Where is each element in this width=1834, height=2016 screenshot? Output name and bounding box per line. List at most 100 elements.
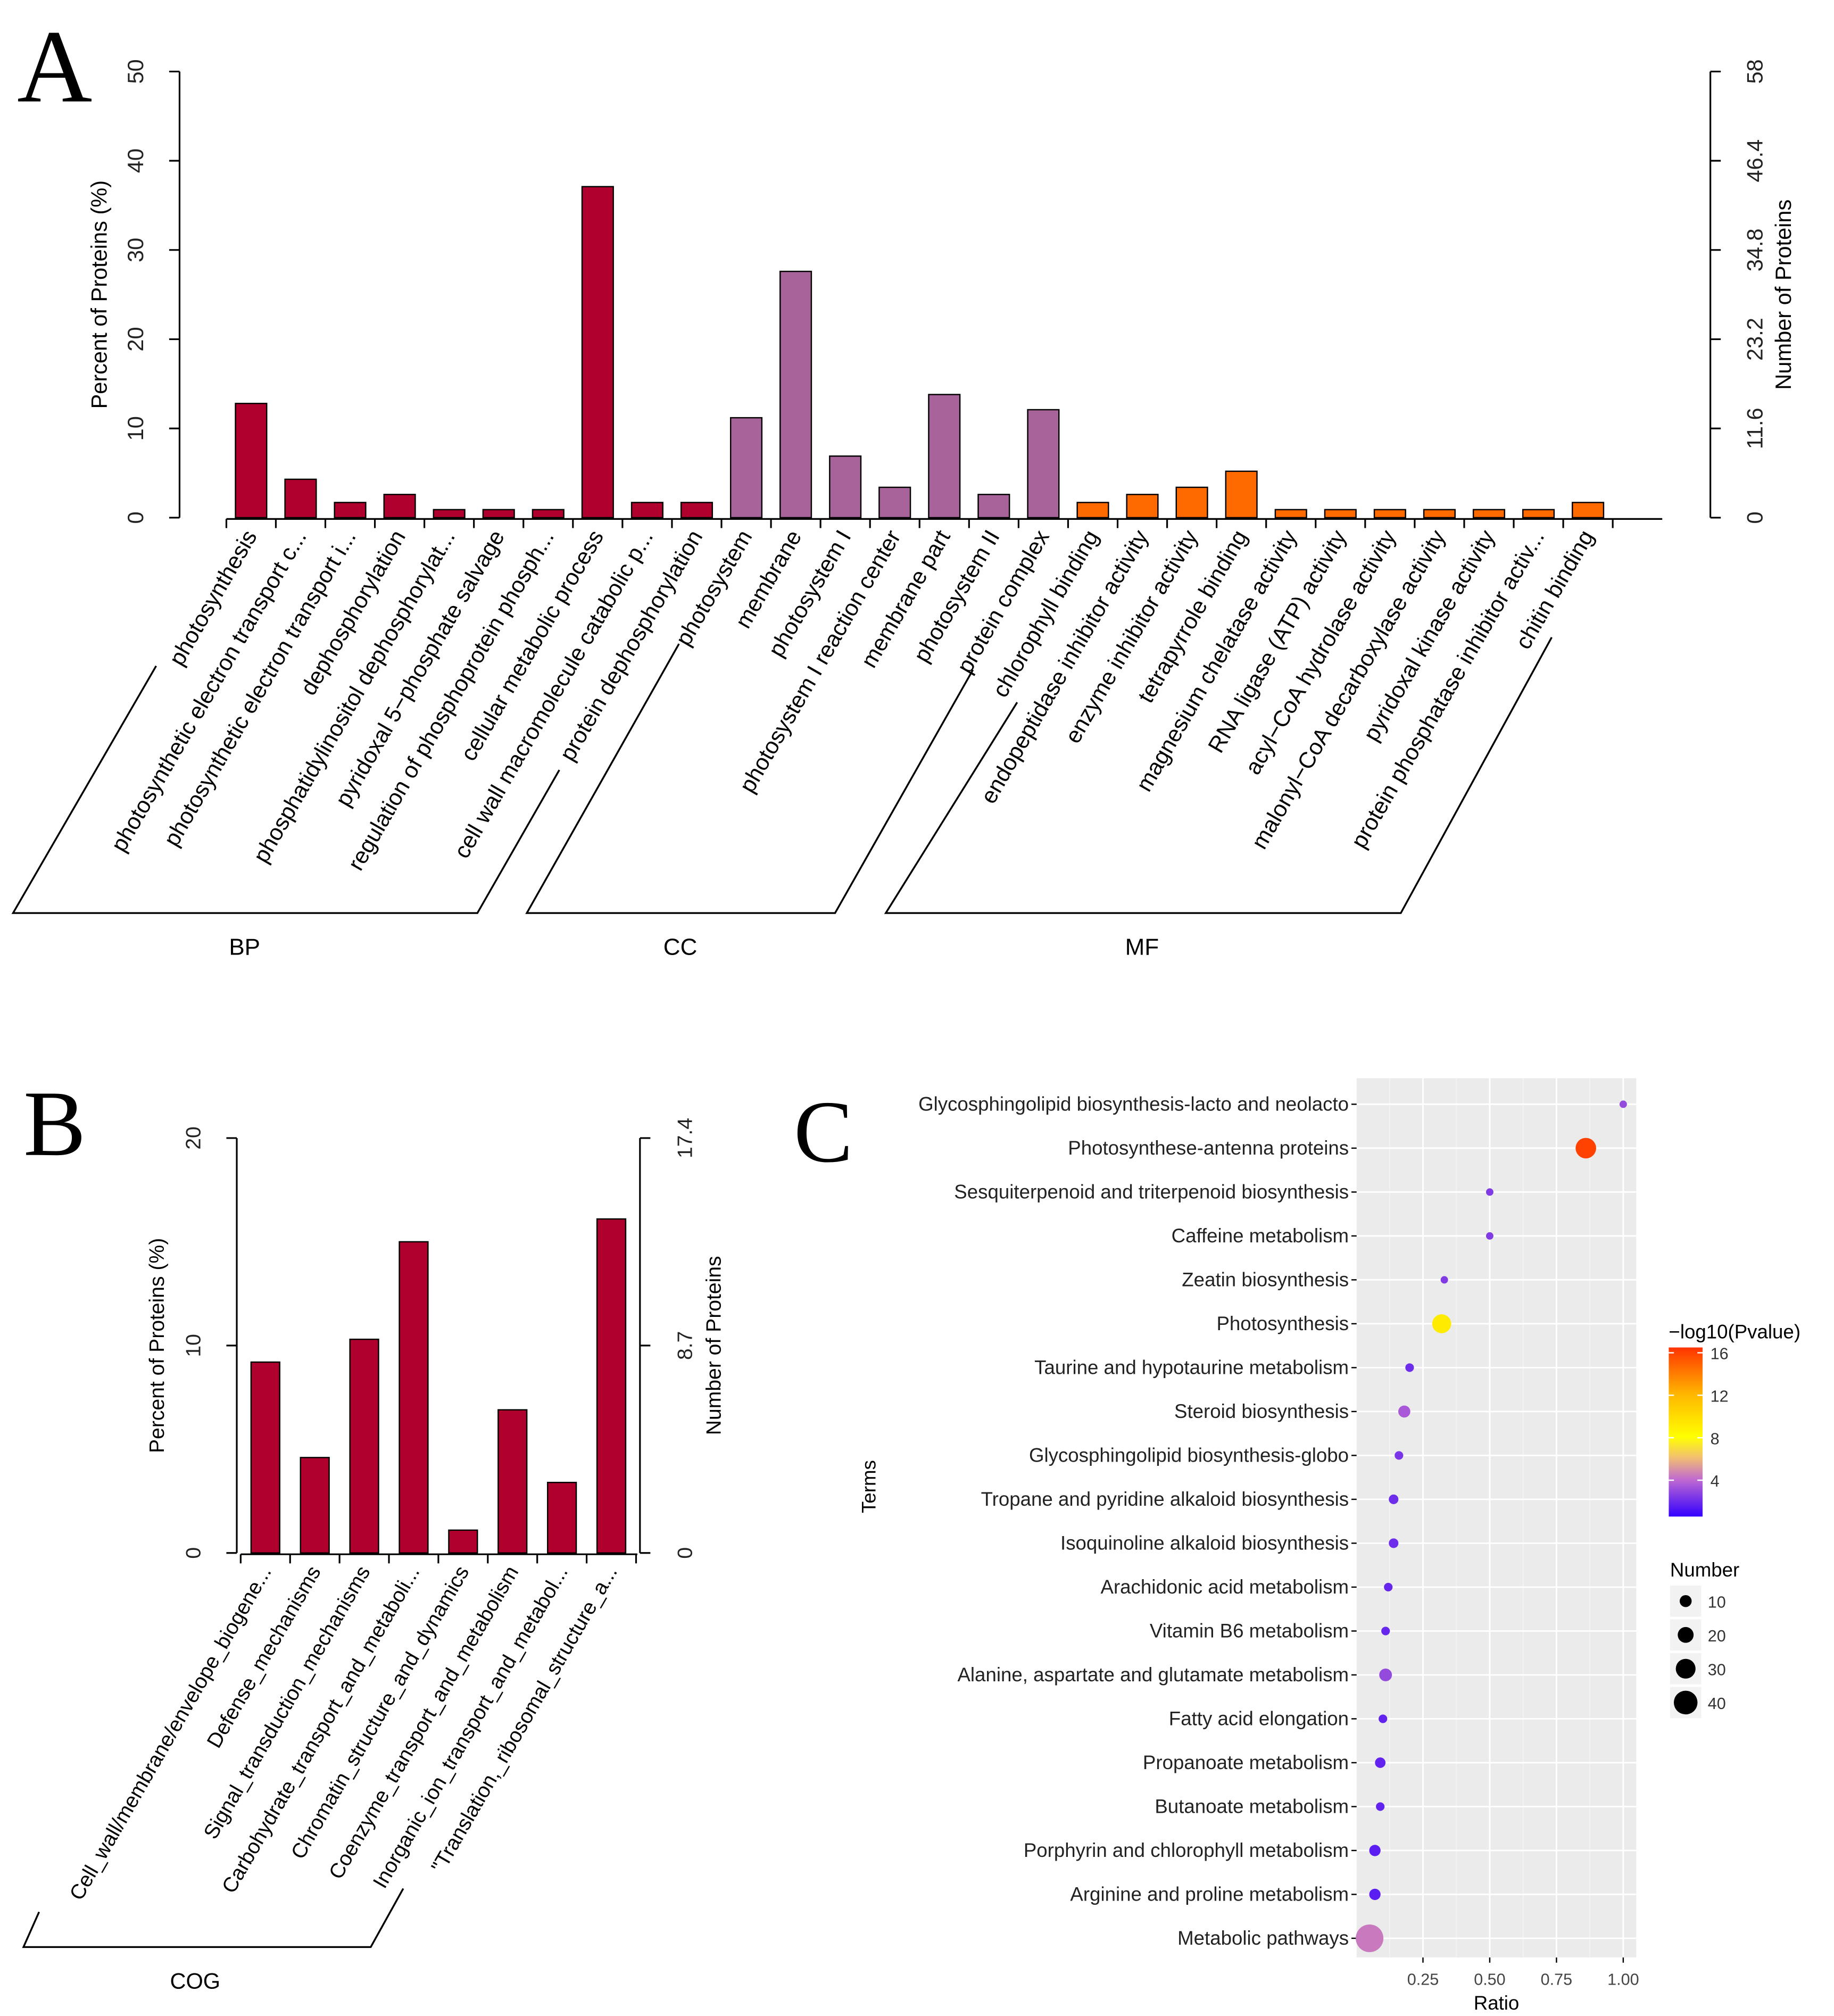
bar-mf [1522,509,1555,519]
bar-cog [300,1457,330,1554]
bubble-point [1398,1405,1410,1418]
right-y-tick-label: 8.7 [674,1331,697,1360]
group-bracket-mf [884,636,1553,914]
left-y-tick-label: 40 [123,148,148,173]
bubble-point [1384,1582,1393,1592]
bar-bp [383,494,416,519]
plot-background [1356,1078,1637,1957]
panel-letter-c: C [794,1083,853,1181]
x-category-label: photosynthetic electron transport i... [159,526,361,851]
bar-cog [448,1529,478,1554]
term-label: Propanoate metabolism [1143,1752,1349,1773]
left-y-tick-label: 20 [182,1126,205,1150]
right-y-tick-label: 0 [674,1547,697,1559]
bar-mf [1274,509,1307,519]
term-label: Glycosphingolipid biosynthesis-globo [1029,1445,1349,1466]
bar-mf [1572,502,1605,519]
term-label: Vitamin B6 metabolism [1150,1620,1349,1642]
bubble-point [1395,1451,1404,1460]
bubble-point [1619,1100,1627,1108]
left-y-tick-label: 50 [123,59,148,84]
group-label-bp: BP [229,934,260,960]
bar-cc [779,270,812,519]
bar-cc [729,417,763,519]
term-label: Alanine, aspartate and glutamate metabol… [957,1664,1349,1686]
x-tick-label: 0.75 [1541,1970,1572,1988]
size-legend-title: Number [1670,1559,1739,1581]
size-legend-circle [1675,1658,1696,1679]
bubble-point [1389,1494,1399,1504]
bar-mf [1324,509,1357,519]
bubble-point [1376,1802,1385,1811]
bar-cog [596,1218,627,1554]
bar-cc [977,494,1010,519]
bubble-point [1486,1188,1493,1196]
bar-cog [497,1409,528,1554]
size-legend-label: 30 [1708,1661,1726,1679]
term-label: Sesquiterpenoid and triterpenoid biosynt… [954,1181,1349,1203]
bar-cc [928,394,961,519]
left-y-tick-label: 20 [123,327,148,351]
color-legend-title: −log10(Pvalue) [1669,1321,1800,1342]
bar-mf [1423,509,1456,519]
size-legend-circle [1679,1595,1692,1607]
bar-cc [829,455,862,519]
size-legend-label: 20 [1708,1627,1726,1645]
term-label: Arginine and proline metabolism [1070,1884,1349,1905]
bubble-point [1375,1757,1386,1768]
term-label: Zeatin biosynthesis [1182,1269,1349,1291]
term-label: Arachidonic acid metabolism [1101,1576,1349,1598]
size-legend-circle [1678,1627,1694,1643]
bar-mf [1175,486,1208,519]
right-y-axis-title: Number of Proteins [702,1256,725,1435]
bar-bp [680,502,713,519]
bubble-point [1575,1138,1596,1159]
left-y-axis-title: Percent of Proteins (%) [87,180,112,409]
x-category-label: Coenzyme_transport_and_metabolism [325,1562,523,1883]
panel-a-go-bar-chart: 0 10 20 30 40 50 Percent of Proteins (%) 0 11.6 2… [11,59,1796,960]
left-y-tick-label: 10 [182,1334,205,1357]
right-y-tick-label: 17.4 [674,1118,697,1158]
group-bracket-cog [22,1888,404,1948]
group-label-mf: MF [1125,934,1159,960]
bubble-point [1486,1232,1493,1240]
term-label: Steroid biosynthesis [1174,1400,1349,1422]
size-legend-circle [1673,1690,1698,1715]
color-legend-label: 12 [1711,1388,1729,1406]
bar-mf [1472,509,1506,519]
y-axis-title: Terms [858,1460,879,1513]
right-y-tick-label: 46.4 [1742,139,1767,182]
bar-bp [284,478,317,519]
color-legend-label: 4 [1711,1472,1720,1490]
panel-letter-a: A [17,10,92,125]
left-y-tick-label: 0 [182,1547,205,1559]
term-label: Glycosphingolipid biosynthesis-lacto and… [918,1093,1349,1115]
bar-bp [433,509,466,519]
term-label: Tropane and pyridine alkaloid biosynthes… [981,1488,1349,1510]
right-y-axis-title: Number of Proteins [1771,200,1796,390]
bar-mf [1225,470,1258,519]
x-axis-title: Ratio [1474,1992,1520,2014]
bubble-point [1379,1714,1388,1723]
bar-mf [1126,494,1159,519]
group-label-cog: COG [170,1969,220,1994]
bubble-point [1440,1276,1448,1284]
bar-bp [581,186,614,519]
term-label: Metabolic pathways [1177,1927,1349,1949]
left-y-tick-label: 10 [123,416,148,441]
left-y-tick-label: 30 [123,238,148,262]
bubble-point [1369,1888,1381,1901]
bar-bp [235,403,268,519]
term-label: Porphyrin and chlorophyll metabolism [1024,1839,1349,1861]
bubble-point [1369,1845,1381,1856]
right-y-tick-label: 34.8 [1742,228,1767,271]
group-label-cc: CC [663,934,698,960]
bubble-point [1405,1363,1414,1372]
term-label: Photosynthesis [1216,1313,1349,1334]
x-category-label: "Translation,_ribosomal_structure_a... [427,1562,622,1877]
panel-c-kegg-bubble-chart: 0.25 0.50 0.75 1.00 Glycosphingolipid biosyn… [858,1078,1800,2014]
bubble-point [1389,1538,1399,1548]
bar-cog [399,1241,429,1554]
size-legend-label: 10 [1708,1593,1726,1611]
